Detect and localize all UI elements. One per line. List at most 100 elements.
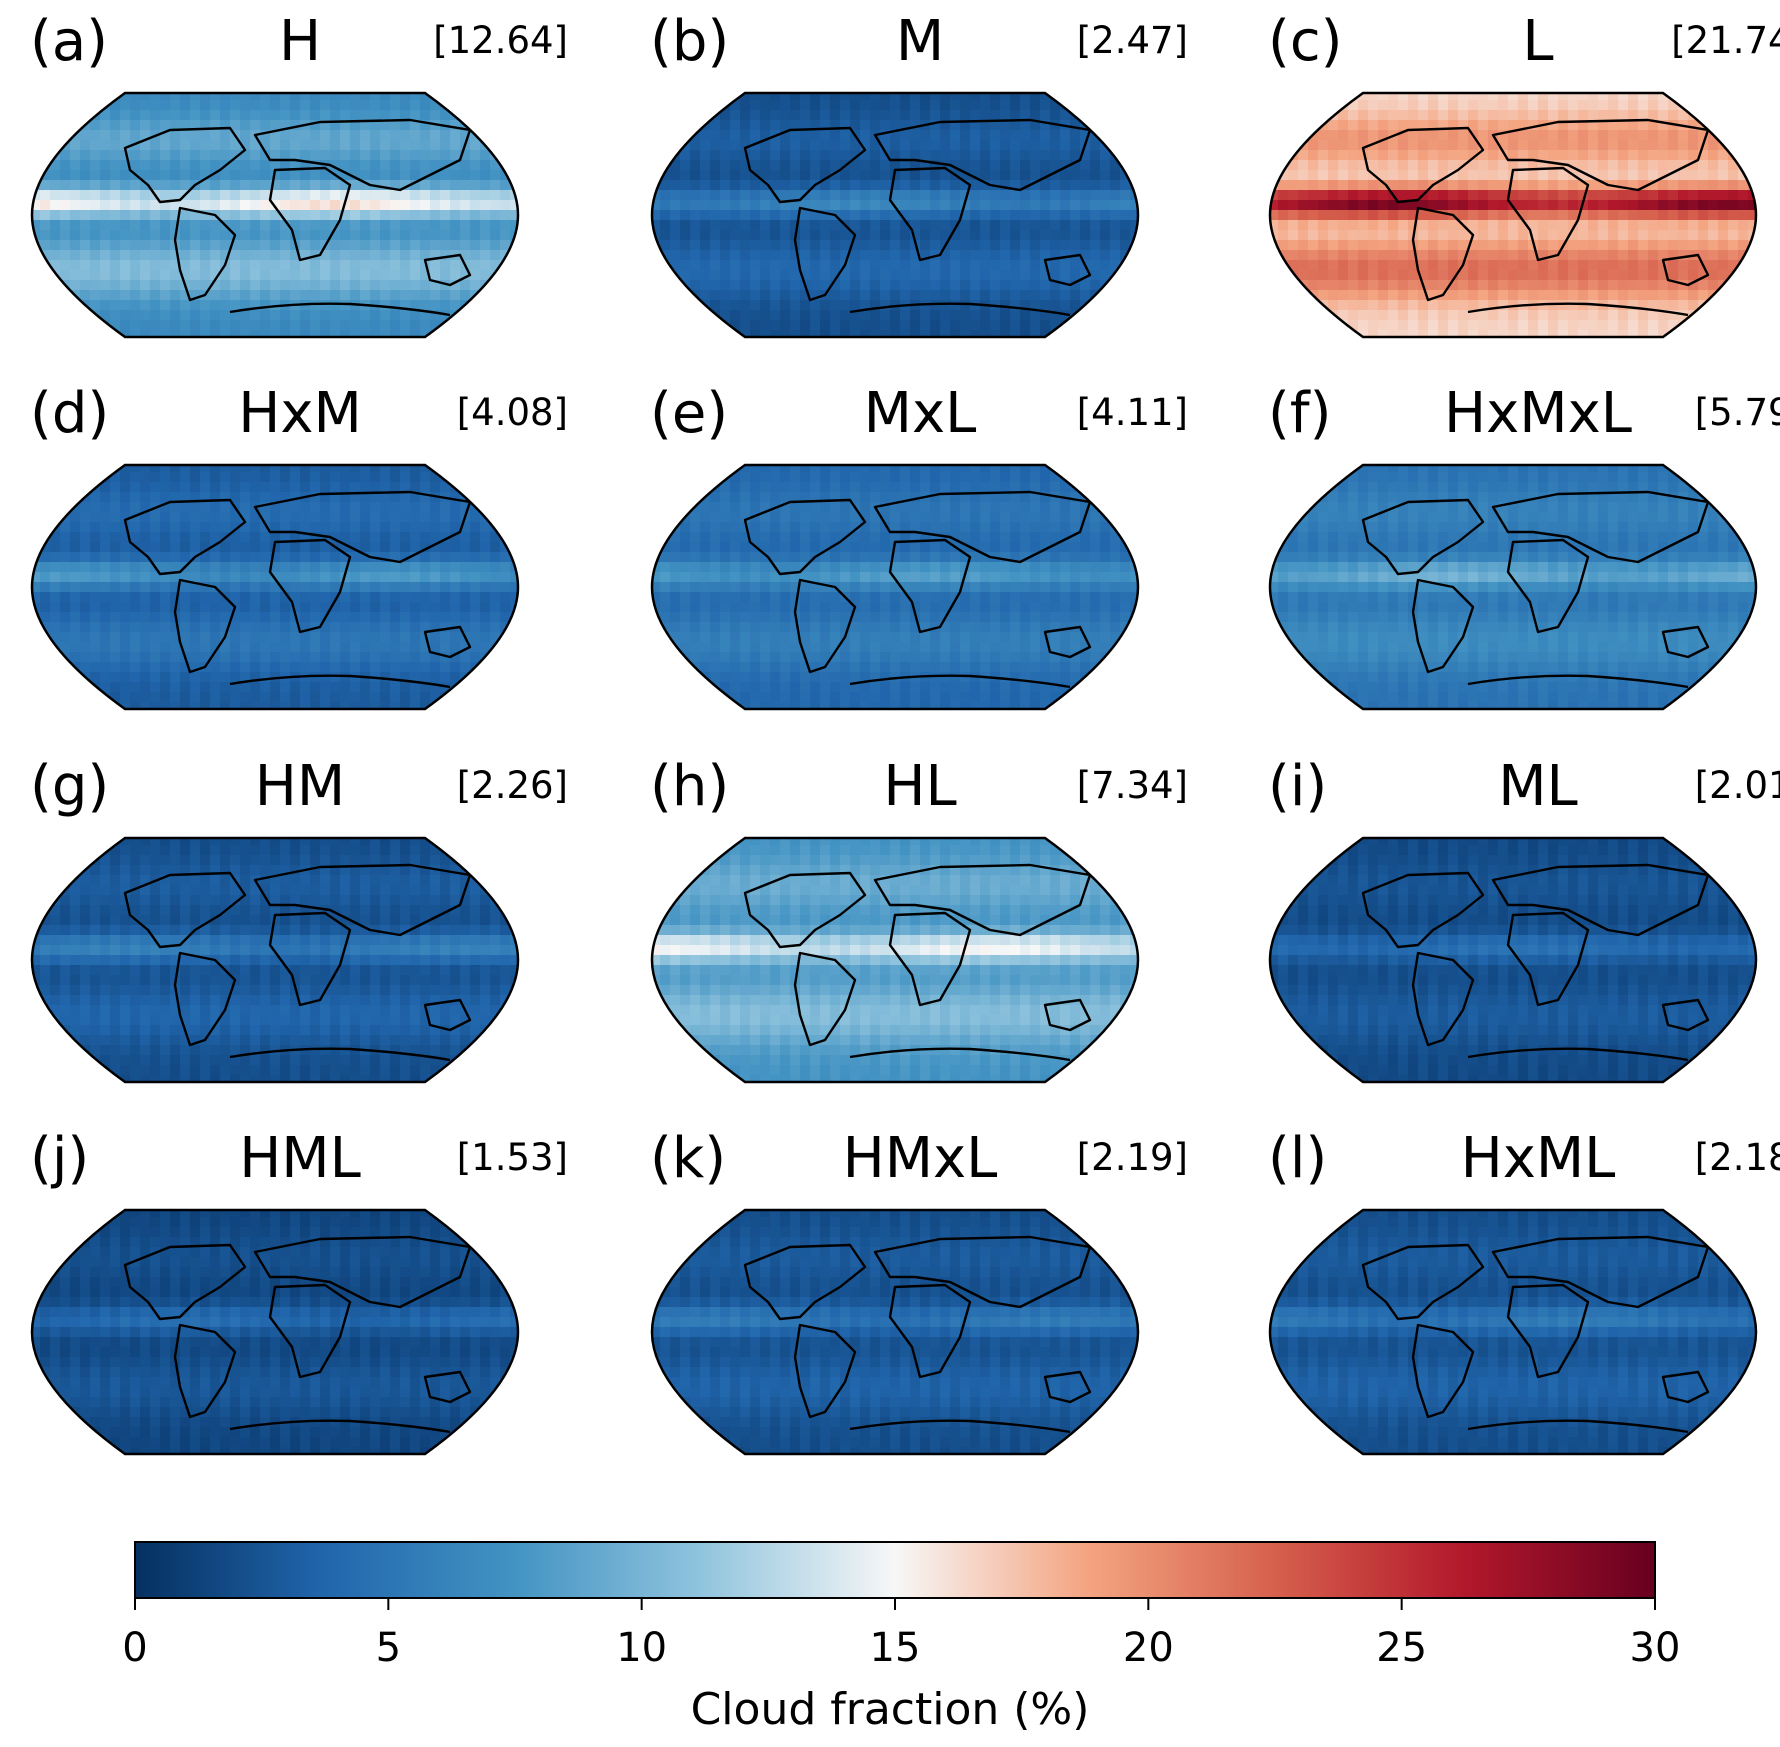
global-map <box>650 463 1140 711</box>
panel-letter: (d) <box>30 381 110 446</box>
coastlines <box>1361 118 1710 317</box>
map-panel: (g) HM [2.26] <box>30 745 570 1084</box>
map-border <box>30 836 520 1084</box>
cloud-fraction-field <box>1270 93 1756 337</box>
panel-letter: (a) <box>30 9 109 74</box>
panel-letter: (b) <box>650 9 730 74</box>
colorbar-tick-label: 0 <box>122 1625 148 1671</box>
coastlines <box>743 118 1092 317</box>
panel-title: HxMxL <box>1444 381 1632 446</box>
panel-letter: (j) <box>30 1126 90 1191</box>
coastlines <box>123 118 472 317</box>
map-panel: (j) HML [1.53] <box>30 1117 570 1456</box>
colorbar-tick-label: 10 <box>616 1625 668 1671</box>
cloud-fraction-field <box>652 93 1138 337</box>
map-panel: (k) HMxL [2.19] <box>650 1117 1190 1456</box>
panel-mean-value: [1.53] <box>456 1136 568 1179</box>
map-panel: (h) HL [7.34] <box>650 745 1190 1084</box>
coastlines <box>1361 1235 1710 1434</box>
panel-mean-value: [12.64] <box>433 19 568 62</box>
map-panel: (i) ML [2.01] <box>1268 745 1780 1084</box>
panel-letter: (f) <box>1268 381 1332 446</box>
panel-letter: (e) <box>650 381 729 446</box>
panel-mean-value: [4.11] <box>1076 391 1188 434</box>
cloud-fraction-field <box>652 465 1138 709</box>
map-panel: (a) H [12.64] <box>30 0 570 339</box>
cloud-fraction-field <box>32 838 518 1082</box>
colorbar-bar <box>134 1541 1656 1610</box>
colorbar-tick-label: 25 <box>1376 1625 1428 1671</box>
panel-title: H <box>278 9 322 74</box>
panel-title: HxM <box>238 381 362 446</box>
panel-title: HxML <box>1460 1126 1616 1191</box>
map-panel: (l) HxML [2.18] <box>1268 1117 1780 1456</box>
map-border <box>650 1208 1140 1456</box>
colorbar-tick-label: 20 <box>1122 1625 1174 1671</box>
panel-letter: (l) <box>1268 1126 1328 1191</box>
panel-mean-value: [2.47] <box>1076 19 1188 62</box>
panel-mean-value: [2.26] <box>456 764 568 807</box>
coastlines <box>743 1235 1092 1434</box>
global-map <box>30 463 520 711</box>
cloud-fraction-field <box>32 1210 518 1454</box>
panel-letter: (g) <box>30 754 110 819</box>
global-map <box>30 836 520 1084</box>
panel-mean-value: [21.74] <box>1671 19 1780 62</box>
coastlines <box>1361 490 1710 689</box>
map-border <box>30 1208 520 1456</box>
map-panel: (b) M [2.47] <box>650 0 1190 339</box>
colorbar-label: Cloud fraction (%) <box>690 1684 1090 1735</box>
panel-title: L <box>1522 9 1554 74</box>
colorbar-tick-label: 5 <box>375 1625 402 1671</box>
panel-letter: (i) <box>1268 754 1328 819</box>
coastlines <box>123 863 472 1062</box>
map-border <box>1268 836 1758 1084</box>
coastlines <box>123 1235 472 1434</box>
panel-letter: (c) <box>1268 9 1343 74</box>
global-map <box>650 91 1140 339</box>
map-border <box>1268 463 1758 711</box>
panel-mean-value: [2.01] <box>1694 764 1780 807</box>
panel-title: HM <box>254 754 346 819</box>
panel-title: ML <box>1498 754 1578 819</box>
coastlines <box>123 490 472 689</box>
map-panel: (d) HxM [4.08] <box>30 372 570 711</box>
map-border <box>30 463 520 711</box>
panel-mean-value: [5.79] <box>1694 391 1780 434</box>
cloud-fraction-field <box>1270 838 1756 1082</box>
panel-mean-value: [2.19] <box>1076 1136 1188 1179</box>
global-map <box>30 91 520 339</box>
cloud-fraction-field <box>1270 1210 1756 1454</box>
panel-title: HL <box>883 754 957 819</box>
cloud-fraction-field <box>32 93 518 337</box>
cloud-fraction-field <box>652 838 1138 1082</box>
map-border <box>1268 91 1758 339</box>
global-map <box>650 836 1140 1084</box>
global-map <box>1268 836 1758 1084</box>
panel-title: MxL <box>863 381 977 446</box>
cloud-fraction-field <box>652 1210 1138 1454</box>
map-border <box>30 91 520 339</box>
map-border <box>650 463 1140 711</box>
map-border <box>650 836 1140 1084</box>
global-map <box>650 1208 1140 1456</box>
map-panel: (e) MxL [4.11] <box>650 372 1190 711</box>
panel-title: HMxL <box>842 1126 998 1191</box>
colorbar: 0 5 10 15 20 25 30 Cloud fraction (%) <box>0 1520 1780 1747</box>
global-map <box>1268 1208 1758 1456</box>
colorbar-tick-label: 15 <box>869 1625 921 1671</box>
map-border <box>650 91 1140 339</box>
map-border <box>1268 1208 1758 1456</box>
map-panel: (f) HxMxL [5.79] <box>1268 372 1780 711</box>
colorbar-tick-label: 30 <box>1629 1625 1681 1671</box>
panel-letter: (k) <box>650 1126 727 1191</box>
cloud-fraction-field <box>1270 465 1756 709</box>
panel-mean-value: [2.18] <box>1694 1136 1780 1179</box>
panel-mean-value: [4.08] <box>456 391 568 434</box>
coastlines <box>743 863 1092 1062</box>
global-map <box>1268 91 1758 339</box>
global-map <box>1268 463 1758 711</box>
coastlines <box>1361 863 1710 1062</box>
coastlines <box>743 490 1092 689</box>
panel-title: HML <box>239 1126 361 1191</box>
